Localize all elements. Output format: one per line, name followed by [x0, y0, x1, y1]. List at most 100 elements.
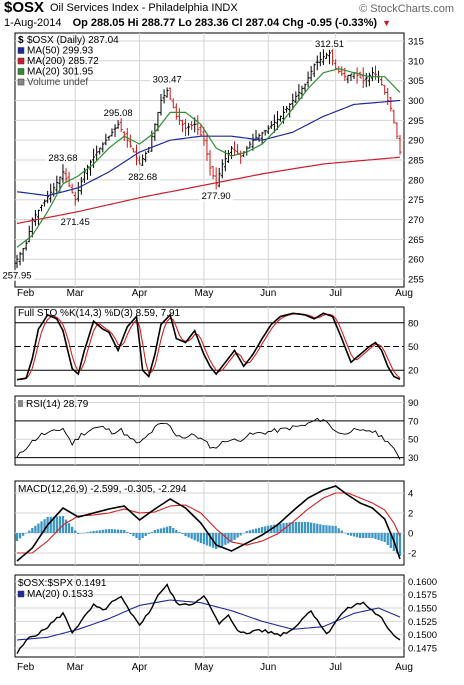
macd-histogram-bar [276, 524, 279, 533]
macd-histogram-bar [175, 530, 178, 533]
y-tick-label: 0.1475 [408, 643, 437, 654]
legend-label: MA(50) 299.93 [27, 46, 94, 57]
macd-histogram-bar [365, 533, 368, 538]
legend-swatch [17, 78, 25, 86]
macd-histogram-bar [107, 529, 111, 533]
price-annotation: 312.51 [315, 39, 344, 50]
macd-histogram-bar [254, 528, 258, 533]
macd-histogram-bar [221, 533, 224, 547]
quote-values: Op 288.05 Hi 288.77 Lo 283.36 Cl 287.04 … [72, 17, 378, 29]
macd-histogram-bar [52, 516, 55, 533]
macd-line [16, 485, 401, 562]
panel-macd: -2 0 2 4 MACD(12,26,9) -2.599, -0.305, -2.29… [14, 480, 416, 566]
macd-histogram-bar [313, 523, 316, 533]
y-tick-label: 270 [408, 215, 424, 226]
macd-histogram-bar [187, 533, 190, 538]
macd-histogram-bar [288, 522, 291, 533]
price-annotation: 283.68 [48, 153, 77, 164]
macd-histogram-bar [377, 533, 380, 540]
macd-histogram-bar [153, 530, 157, 533]
macd-histogram-bar [282, 523, 285, 533]
y-tick-label: 70 [408, 416, 419, 427]
macd-histogram-bar [325, 525, 328, 533]
y-tick-label: 0.1525 [408, 617, 437, 628]
macd-histogram-bar [77, 533, 80, 534]
annotation-bg [0, 269, 35, 281]
macd-histogram-bar [346, 533, 350, 535]
annotation-bg [149, 74, 185, 86]
y-tick-label: 255 [408, 275, 424, 286]
price-annotation: 303.47 [153, 75, 182, 86]
chart-symbol: $OSX [4, 0, 45, 16]
quote-date: 1-Aug-2014 [4, 17, 62, 29]
macd-histogram-bar [126, 532, 129, 533]
x-month-label: Feb [17, 288, 35, 299]
annotation-bg [45, 152, 81, 164]
macd-histogram-bar [368, 533, 371, 538]
x-month-label: Apr [132, 662, 148, 673]
macd-histogram-bar [352, 533, 356, 537]
macd-histogram-bar [306, 522, 310, 533]
macd-histogram-bar [113, 529, 117, 533]
macd-histogram-bar [349, 533, 353, 536]
macd-histogram-bar [355, 533, 359, 538]
macd-histogram-bar [273, 524, 276, 533]
legend-label: Volume undef [27, 77, 88, 88]
x-month-label: May [194, 662, 213, 673]
macd-histogram-bar [95, 530, 98, 533]
y-tick-label: 30 [408, 453, 419, 464]
panel-price: 255 260 265 270 275 280 285 290 295 300 305 310 315 2… [0, 32, 424, 288]
macd-histogram-bar [190, 533, 193, 539]
ma20-line [16, 68, 401, 248]
chart-title: Oil Services Index - Philadelphia INDX [50, 2, 238, 14]
macd-histogram-bar [34, 525, 37, 533]
panel-frame [14, 480, 405, 566]
x-month-label: Aug [395, 662, 413, 673]
quote-row: 1-Aug-2014 Op 288.05 Hi 288.77 Lo 283.36… [4, 17, 464, 31]
macd-histogram-bar [172, 528, 175, 533]
macd-histogram-bar [337, 528, 340, 533]
copyright-text: © StockCharts.com [359, 3, 454, 15]
x-month-label: May [194, 288, 213, 299]
annotation-bg [125, 171, 160, 183]
macd-histogram-bar [331, 525, 334, 533]
macd-histogram-bar [343, 532, 346, 534]
legend-swatch [17, 57, 25, 65]
macd-histogram-bar [28, 530, 31, 533]
y-tick-label: 315 [408, 36, 424, 47]
down-arrow-icon: ▼ [382, 18, 392, 28]
macd-histogram-bar [291, 522, 294, 533]
price-annotation: 295.08 [104, 108, 133, 119]
macd-histogram-bar [135, 533, 138, 538]
macd-histogram-bar [297, 522, 301, 533]
macd-histogram-bar [309, 522, 313, 533]
y-tick-label: -2 [408, 549, 416, 560]
y-tick-label: 275 [408, 195, 424, 206]
y-tick-label: 0.1500 [408, 630, 437, 641]
legend-label: Full STO %K(14,3) %D(3) 8.59, 7.91 [18, 308, 181, 319]
macd-histogram-bar [245, 531, 248, 533]
macd-histogram-bar [215, 533, 218, 549]
macd-histogram-bar [43, 519, 46, 533]
macd-histogram-bar [260, 527, 264, 533]
y-tick-label: 80 [408, 318, 419, 329]
macd-histogram-bar [362, 533, 365, 538]
macd-histogram-bar [92, 531, 95, 533]
macd-histogram-bar [37, 523, 40, 533]
y-tick-label: 285 [408, 156, 424, 167]
macd-histogram-bar [40, 521, 43, 533]
macd-histogram-bar [98, 530, 101, 533]
macd-histogram-bar [64, 519, 68, 533]
y-tick-label: 0.1600 [408, 577, 437, 588]
macd-histogram-bar [205, 533, 209, 546]
macd-histogram-bar [264, 526, 267, 533]
annotation-bg [100, 107, 136, 119]
macd-histogram-bar [104, 529, 108, 533]
y-tick-label: 0 [408, 529, 413, 540]
sto-k-line [16, 312, 401, 381]
macd-histogram-bar [86, 532, 89, 533]
legend-label: $OSX:$SPX 0.1491 [18, 578, 107, 589]
x-month-label: Jun [260, 288, 276, 299]
annotation-bg [312, 38, 347, 50]
x-month-label: Mar [67, 288, 85, 299]
